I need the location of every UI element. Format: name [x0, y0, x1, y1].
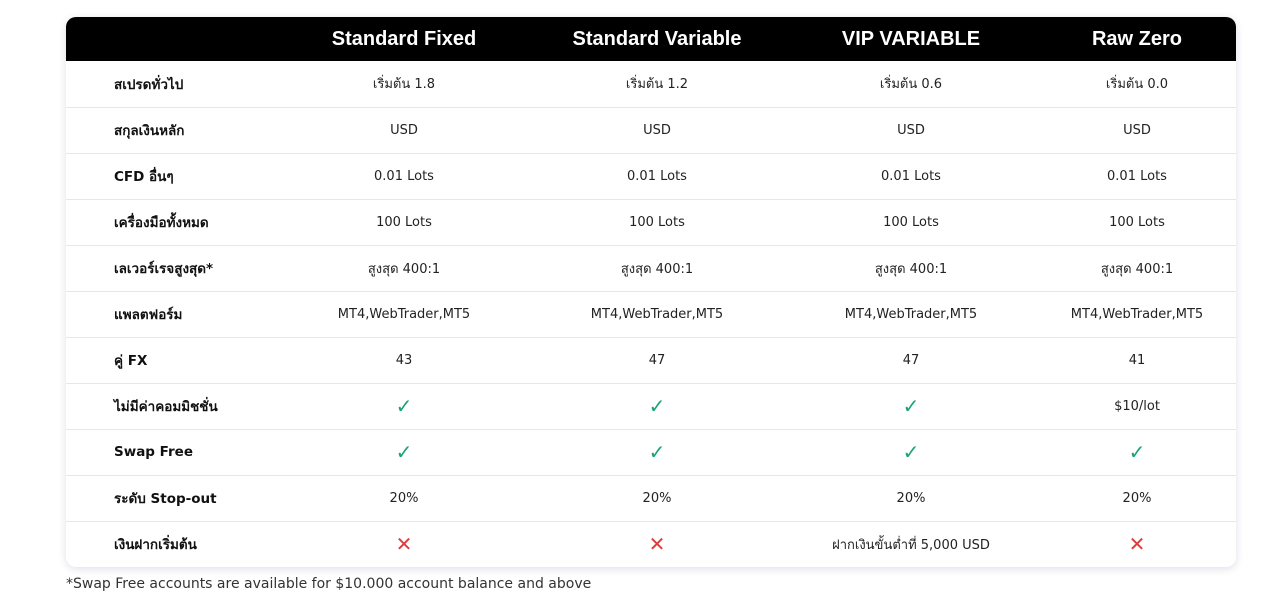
table-cell: USD [390, 122, 418, 138]
table-cell: 0.01 Lots [1107, 168, 1167, 184]
table-cell: ✕ [1038, 521, 1236, 567]
table-cell: 100 Lots [883, 214, 939, 230]
check-icon: ✓ [395, 439, 413, 464]
table-row: เครื่องมือทั้งหมด 100 Lots 100 Lots 100 Lot… [66, 199, 1236, 245]
check-icon: ✓ [902, 393, 920, 418]
table-cell: USD [643, 122, 671, 138]
table-row: สเปรดทั่วไป เริ่มต้น 1.8 เริ่มต้น 1.2 เริ่ม… [66, 61, 1236, 107]
table-cell: ✓ [278, 383, 530, 429]
table-cell: USD [897, 122, 925, 138]
table-cell: MT4,WebTrader,MT5 [1070, 306, 1204, 322]
table-row: เลเวอร์เรจสูงสุด* สูงสุด 400:1 สูงสุด 400:… [66, 245, 1236, 291]
row-label: คู่ FX [114, 353, 148, 369]
table-cell: ✓ [784, 429, 1038, 475]
row-label: ไม่มีค่าคอมมิชชั่น [114, 399, 218, 415]
row-label: CFD อื่นๆ [114, 169, 174, 185]
check-icon: ✓ [1128, 439, 1146, 464]
table-cell: 100 Lots [1109, 214, 1165, 230]
footnote: *Swap Free accounts are available for $1… [66, 576, 592, 592]
table-cell: ✓ [784, 383, 1038, 429]
table-row: Swap Free ✓ ✓ ✓ ✓ [66, 429, 1236, 475]
table-cell: เริ่มต้น 0.0 [1105, 77, 1169, 93]
table-row: ไม่มีค่าคอมมิชชั่น ✓ ✓ ✓ $10/lot [66, 383, 1236, 429]
table-cell: เริ่มต้น 0.6 [879, 77, 943, 93]
table-cell: สูงสุด 400:1 [620, 261, 694, 277]
table-cell: ✓ [530, 383, 784, 429]
table-row: CFD อื่นๆ 0.01 Lots 0.01 Lots 0.01 Lots 0.01… [66, 153, 1236, 199]
table-cell: 20% [896, 490, 926, 506]
table-row: เงินฝากเริ่มต้น ✕ ✕ ฝากเงินขั้นต่ำที่ 5,000… [66, 521, 1236, 567]
row-label: Swap Free [114, 444, 193, 460]
cross-icon: ✕ [1128, 531, 1146, 556]
table-cell: $10/lot [1114, 398, 1160, 414]
row-label: สกุลเงินหลัก [114, 123, 185, 139]
table-cell: 41 [1128, 352, 1146, 368]
table-cell: 20% [642, 490, 672, 506]
table-cell: ✓ [278, 429, 530, 475]
account-comparison-table: Standard Fixed Standard Variable VIP VARIA… [66, 17, 1236, 567]
table-header: Standard Fixed Standard Variable VIP VARIA… [66, 17, 1236, 61]
table-cell: 0.01 Lots [374, 168, 434, 184]
table-row: สกุลเงินหลัก USD USD USD USD [66, 107, 1236, 153]
table-cell: 100 Lots [376, 214, 432, 230]
table-cell: ✓ [530, 429, 784, 475]
column-header: Standard Variable [572, 27, 742, 50]
table-cell: ✕ [278, 521, 530, 567]
table-cell: 43 [395, 352, 413, 368]
check-icon: ✓ [902, 439, 920, 464]
table-cell: MT4,WebTrader,MT5 [337, 306, 471, 322]
column-header: Raw Zero [1091, 27, 1183, 50]
row-label: ระดับ Stop-out [114, 491, 217, 507]
row-label: เลเวอร์เรจสูงสุด* [114, 261, 214, 277]
table-cell: เริ่มต้น 1.8 [372, 77, 436, 93]
table-cell: 0.01 Lots [881, 168, 941, 184]
table-cell: MT4,WebTrader,MT5 [590, 306, 724, 322]
table-cell: 47 [902, 352, 920, 368]
table-cell: 20% [1122, 490, 1152, 506]
table-cell: ฝากเงินขั้นต่ำที่ 5,000 USD [832, 537, 990, 553]
column-header: VIP VARIABLE [841, 27, 981, 50]
row-label: เงินฝากเริ่มต้น [114, 537, 197, 554]
table-cell: สูงสุด 400:1 [367, 261, 441, 277]
check-icon: ✓ [395, 393, 413, 418]
table-cell: สูงสุด 400:1 [1100, 261, 1174, 277]
table-cell: 47 [648, 352, 666, 368]
cross-icon: ✕ [648, 531, 666, 556]
check-icon: ✓ [648, 439, 666, 464]
row-label: เครื่องมือทั้งหมด [114, 215, 209, 231]
header-blank [66, 17, 278, 61]
table-row: คู่ FX 43 47 47 41 [66, 337, 1236, 383]
row-label: แพลตฟอร์ม [114, 307, 183, 323]
table-cell: ✓ [1038, 429, 1236, 475]
table-cell: สูงสุด 400:1 [874, 261, 948, 277]
table-row: แพลตฟอร์ม MT4,WebTrader,MT5 MT4,WebTrader,… [66, 291, 1236, 337]
table-cell: 100 Lots [629, 214, 685, 230]
table-cell: MT4,WebTrader,MT5 [844, 306, 978, 322]
cross-icon: ✕ [395, 531, 413, 556]
table-row: ระดับ Stop-out 20% 20% 20% 20% [66, 475, 1236, 521]
table-cell: 0.01 Lots [627, 168, 687, 184]
table-cell: ✕ [530, 521, 784, 567]
table-cell: USD [1123, 122, 1151, 138]
table-cell: 20% [389, 490, 419, 506]
table-cell: เริ่มต้น 1.2 [625, 77, 689, 93]
row-label: สเปรดทั่วไป [114, 76, 184, 93]
check-icon: ✓ [648, 393, 666, 418]
column-header: Standard Fixed [331, 27, 477, 50]
